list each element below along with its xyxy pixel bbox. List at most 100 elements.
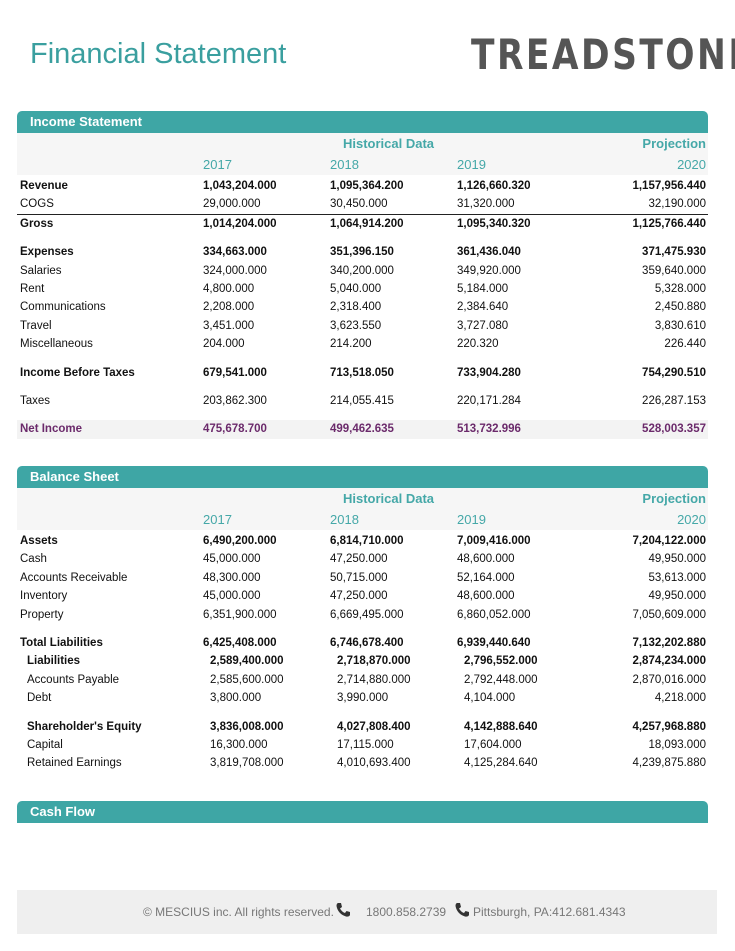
cell-value: 47,250.000 — [330, 590, 388, 603]
cell-value: 3,451.000 — [203, 319, 255, 332]
group-label: Historical Data — [343, 491, 435, 506]
cell-value: 53,613.000 — [648, 571, 706, 584]
row-label: Expenses — [20, 246, 74, 259]
row-label: Salaries — [20, 264, 62, 277]
row-label: Communications — [20, 301, 106, 314]
row-label: Property — [20, 608, 64, 621]
cell-value: 2,714,880.000 — [337, 673, 411, 686]
cell-value: 6,746,678.400 — [330, 636, 404, 649]
row-label: Net Income — [20, 423, 82, 436]
table-row: Total Liabilities 6,425,408.000 6,746,678.… — [17, 634, 708, 652]
cell-value: 2,450.880 — [654, 301, 706, 314]
cell-value: 4,218.000 — [654, 692, 706, 705]
cell-value: 3,830.610 — [654, 319, 706, 332]
row-label: Liabilities — [27, 655, 81, 668]
row-label: Assets — [20, 535, 58, 547]
cell-value: 4,257,968.880 — [632, 720, 706, 733]
cell-value: 3,727.080 — [457, 319, 509, 332]
cell-value: 7,204,122.000 — [632, 535, 706, 547]
footer: © MESCIUS inc. All rights reserved. 1800… — [17, 890, 717, 934]
cell-value: 1,043,204.000 — [203, 180, 277, 192]
table-row: Shareholder's Equity 3,836,008.000 4,027,8… — [17, 718, 708, 736]
year-label: 2020 — [677, 157, 706, 172]
cell-value: 1,095,340.320 — [457, 217, 531, 230]
cell-value: 499,462.635 — [330, 423, 394, 436]
table-row: Miscellaneous 204.000 214.200 220.320 226.44… — [17, 335, 708, 353]
spacer — [17, 382, 708, 392]
cell-value: 32,190.000 — [648, 198, 706, 211]
spacer — [17, 233, 708, 243]
row-label: Miscellaneous — [20, 338, 93, 351]
table-row: Taxes 203,862.300 214,055.415 220,171.284 22… — [17, 392, 708, 410]
table-row: Travel 3,451.000 3,623.550 3,727.080 3,830.6… — [17, 317, 708, 335]
table-row: Accounts Payable 2,585,600.000 2,714,880.0… — [17, 671, 708, 689]
cell-value: 3,836,008.000 — [210, 720, 284, 733]
table-row: COGS 29,000.000 30,450.000 31,320.000 32,190… — [17, 195, 708, 213]
spacer — [17, 354, 708, 364]
year-label: 2017 — [203, 157, 232, 172]
balance-sheet: Balance Sheet Historical Data Projection 2… — [17, 466, 708, 773]
cell-value: 30,450.000 — [330, 198, 388, 211]
cell-value: 16,300.000 — [210, 738, 268, 751]
cell-value: 2,874,234.000 — [632, 655, 706, 668]
table-row: Salaries 324,000.000 340,200.000 349,920.00… — [17, 262, 708, 280]
cell-value: 2,208.000 — [203, 301, 255, 314]
cell-value: 4,125,284.640 — [464, 757, 538, 770]
page-title: Financial Statement — [30, 38, 287, 70]
address: Pittsburgh, PA:412.681.4343 — [473, 905, 626, 919]
year-label: 2018 — [330, 157, 359, 172]
cell-value: 340,200.000 — [330, 264, 394, 277]
cell-value: 4,104.000 — [464, 692, 516, 705]
cell-value: 18,093.000 — [648, 738, 706, 751]
cell-value: 2,589,400.000 — [210, 655, 284, 668]
group-label: Projection — [642, 491, 706, 506]
cell-value: 49,950.000 — [648, 553, 706, 566]
phone-icon — [455, 903, 469, 917]
table-row: Property 6,351,900.000 6,669,495.000 6,860,… — [17, 606, 708, 624]
cell-value: 214,055.415 — [330, 394, 394, 407]
row-label: Travel — [20, 319, 52, 332]
table-row: Liabilities 2,589,400.000 2,718,870.000 2,7… — [17, 652, 708, 670]
table-row: Net Income 475,678.700 499,462.635 513,732.… — [17, 420, 708, 439]
cell-value: 220.320 — [457, 338, 499, 351]
cell-value: 334,663.000 — [203, 246, 267, 259]
row-label: COGS — [20, 198, 54, 211]
cell-value: 3,800.000 — [210, 692, 262, 705]
group-label: Historical Data — [343, 136, 435, 151]
cell-value: 204.000 — [203, 338, 245, 351]
cell-value: 2,585,600.000 — [210, 673, 284, 686]
cell-value: 3,623.550 — [330, 319, 382, 332]
cell-value: 4,027,808.400 — [337, 720, 411, 733]
cell-value: 220,171.284 — [457, 394, 521, 407]
cell-value: 6,351,900.000 — [203, 608, 277, 621]
cell-value: 324,000.000 — [203, 264, 267, 277]
cell-value: 1,126,660.320 — [457, 180, 531, 192]
cell-value: 6,425,408.000 — [203, 636, 277, 649]
row-label: Debt — [27, 692, 52, 705]
column-header: Historical Data Projection 2017 2018 2019 202… — [17, 133, 708, 175]
cell-value: 1,157,956.440 — [632, 180, 706, 192]
year-label: 2020 — [677, 512, 706, 527]
row-label: Revenue — [20, 180, 68, 192]
table-row: Income Before Taxes 679,541.000 713,518.05… — [17, 364, 708, 382]
table-row: Accounts Receivable 48,300.000 50,715.000 5… — [17, 569, 708, 587]
cell-value: 6,939,440.640 — [457, 636, 531, 649]
cell-value: 371,475.930 — [642, 246, 706, 259]
row-label: Accounts Payable — [27, 673, 120, 686]
cell-value: 3,990.000 — [337, 692, 389, 705]
cell-value: 49,950.000 — [648, 590, 706, 603]
section-title: Income Statement — [17, 111, 708, 133]
row-label: Rent — [20, 282, 45, 295]
cell-value: 359,640.000 — [642, 264, 706, 277]
table-row: Inventory 45,000.000 47,250.000 48,600.000 4… — [17, 587, 708, 605]
cell-value: 5,328.000 — [654, 282, 706, 295]
cell-value: 214.200 — [330, 338, 372, 351]
row-label: Capital — [27, 738, 63, 751]
income-statement: Income Statement Historical Data Projecti… — [17, 111, 708, 439]
spacer — [17, 624, 708, 634]
year-label: 2018 — [330, 512, 359, 527]
cell-value: 1,125,766.440 — [632, 217, 706, 230]
cell-value: 7,009,416.000 — [457, 535, 531, 547]
cell-value: 2,318.400 — [330, 301, 382, 314]
cell-value: 2,796,552.000 — [464, 655, 538, 668]
